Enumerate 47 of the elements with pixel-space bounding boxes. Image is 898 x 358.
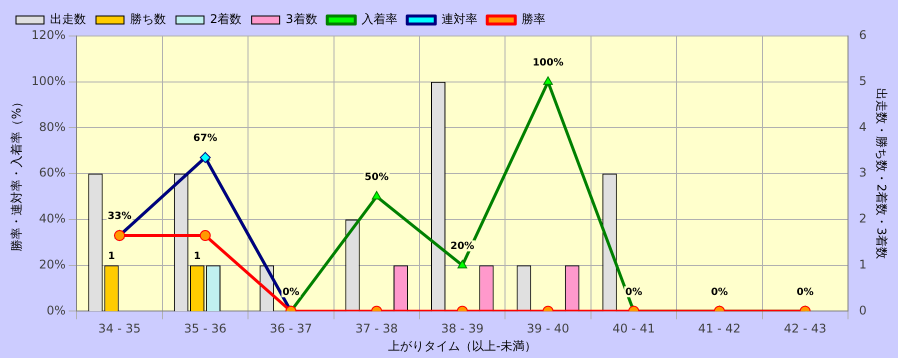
y-axis-title: 勝率・連対率・入着率（%） — [9, 96, 24, 252]
y2-tick-label: 0 — [858, 303, 867, 318]
y-tick-label: 40% — [39, 212, 66, 226]
data-label: 1 — [194, 250, 201, 262]
data-label: 50% — [364, 172, 389, 184]
legend-label: 勝ち数 — [130, 12, 166, 26]
data-label: 33% — [108, 211, 132, 222]
y2-tick-label: 1 — [858, 257, 867, 272]
point — [200, 152, 211, 164]
legend-label: 勝率 — [521, 12, 546, 26]
x-tick-label: 34 - 35 — [98, 322, 141, 336]
legend-label: 3着数 — [286, 12, 318, 26]
y2-tick-label: 3 — [858, 166, 867, 180]
data-label: 0% — [282, 286, 300, 298]
data-label: 0% — [796, 286, 814, 298]
y-tick-label: 20% — [39, 257, 66, 272]
x-tick-label: 41 - 42 — [698, 322, 741, 336]
data-label: 100% — [532, 57, 564, 68]
legend-label: 2着数 — [210, 12, 242, 26]
y2-tick-label: 2 — [858, 212, 867, 226]
y-tick-label: 120% — [31, 28, 66, 42]
x-tick-label: 37 - 38 — [355, 322, 398, 336]
x-tick-label: 38 - 39 — [441, 322, 484, 336]
legend-label: 連対率 — [441, 12, 478, 26]
y-tick-label: 60% — [39, 166, 66, 180]
x-tick-label: 40 - 41 — [612, 322, 655, 336]
x-tick-label: 35 - 36 — [184, 322, 226, 336]
x-axis-title: 上がりタイム（以上-未満） — [388, 338, 537, 353]
x-tick-label: 36 - 37 — [270, 322, 312, 336]
point — [458, 260, 468, 268]
x-tick-label: 39 - 40 — [526, 322, 570, 336]
y-tick-label: 80% — [39, 120, 66, 134]
legend-label: 入着率 — [361, 12, 398, 26]
legend-label: 出走数 — [50, 12, 86, 26]
y-tick-label: 100% — [31, 74, 66, 88]
data-label: 67% — [193, 133, 218, 144]
data-label: 0% — [625, 286, 642, 298]
data-label: 0% — [710, 286, 728, 298]
y2-axis-title: 出走数・勝ち数・2着数・3着数 — [874, 88, 889, 260]
y2-tick-label: 5 — [858, 74, 867, 88]
point — [372, 191, 382, 200]
y2-tick-label: 4 — [858, 120, 867, 134]
y2-tick-label: 6 — [858, 28, 867, 42]
x-tick-label: 42 - 43 — [784, 322, 826, 336]
data-label: 1 — [108, 250, 116, 262]
data-label: 20% — [450, 240, 474, 252]
y-tick-label: 0% — [46, 303, 66, 318]
